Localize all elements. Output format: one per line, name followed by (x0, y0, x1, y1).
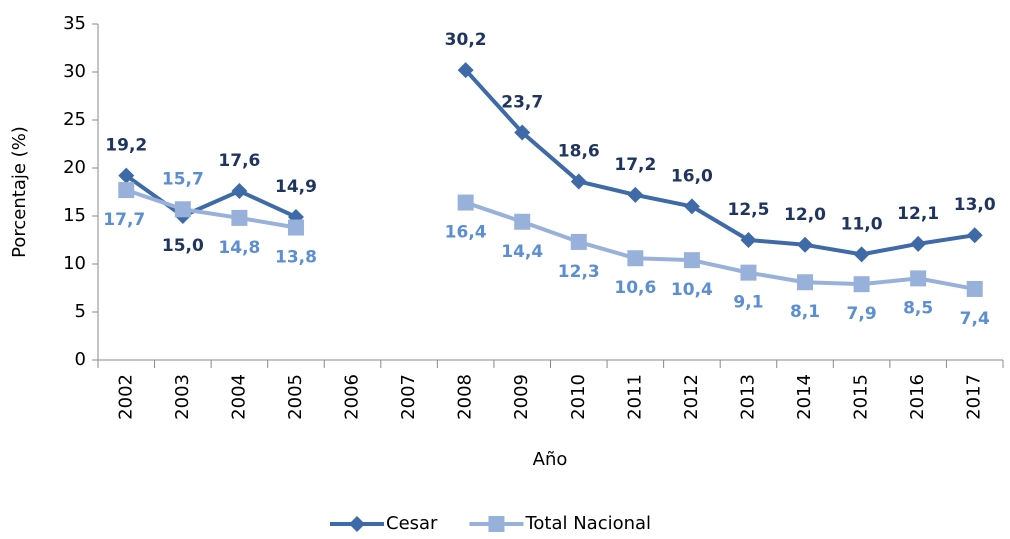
x-axis-title: Año (533, 449, 568, 470)
series-line (125, 188, 976, 291)
value-label: 23,7 (501, 92, 543, 112)
x-tick-label: 2004 (228, 374, 249, 420)
series-marker (853, 246, 870, 263)
x-tick-label: 2005 (285, 374, 306, 420)
value-label: 11,0 (841, 214, 883, 234)
y-tick-label: 30 (63, 61, 86, 82)
value-label: 17,6 (218, 151, 260, 171)
x-tick-label: 2015 (851, 374, 872, 420)
x-tick-label: 2012 (681, 374, 702, 420)
legend-marker (488, 516, 505, 532)
series-marker (627, 250, 644, 267)
series-marker (910, 235, 927, 252)
value-label: 14,9 (275, 177, 317, 197)
y-axis-title: Porcentaje (%) (9, 126, 30, 258)
value-label: 8,5 (903, 298, 933, 318)
x-tick-label: 2006 (342, 374, 363, 420)
legend-marker (349, 516, 365, 532)
series-marker (853, 276, 870, 293)
series-marker (514, 213, 531, 230)
x-tick-label: 2010 (568, 374, 589, 420)
y-tick-label: 20 (63, 157, 86, 178)
value-label: 12,5 (727, 200, 769, 220)
value-label: 12,3 (558, 262, 600, 282)
value-label: 14,8 (218, 238, 260, 258)
value-label: 13,8 (275, 248, 317, 268)
value-label: 15,7 (162, 169, 204, 189)
series-marker (627, 186, 644, 203)
value-label: 15,0 (162, 236, 204, 256)
series-marker (174, 201, 191, 218)
value-label: 12,0 (784, 205, 826, 225)
series-marker (118, 182, 135, 199)
y-tick-label: 25 (63, 109, 86, 130)
value-label: 19,2 (105, 136, 147, 156)
value-label: 8,1 (790, 302, 820, 322)
x-tick-label: 2003 (172, 374, 193, 420)
y-tick-label: 10 (63, 253, 86, 274)
series-marker (287, 219, 304, 236)
series-marker (514, 124, 531, 141)
value-label: 17,7 (103, 210, 145, 230)
series-marker (683, 252, 700, 269)
series-marker (457, 62, 474, 79)
series-marker (797, 236, 814, 253)
value-label: 17,2 (614, 155, 656, 175)
x-tick-label: 2011 (624, 374, 645, 420)
series-marker (570, 233, 587, 250)
x-tick-label: 2009 (511, 374, 532, 420)
value-label: 10,6 (614, 278, 656, 298)
value-label: 7,4 (960, 309, 990, 329)
series-marker (740, 232, 757, 248)
legend-label: Cesar (386, 513, 438, 534)
series-marker (457, 194, 474, 211)
x-tick-label: 2013 (737, 374, 758, 420)
x-tick-label: 2017 (964, 374, 985, 420)
x-tick-label: 2016 (907, 374, 928, 420)
x-tick-label: 2008 (455, 374, 476, 420)
value-label: 9,1 (733, 293, 763, 313)
y-tick-label: 0 (75, 349, 86, 370)
series-marker (740, 264, 757, 281)
legend-label: Total Nacional (524, 513, 651, 534)
value-label: 12,1 (897, 204, 939, 224)
value-label: 13,0 (954, 195, 996, 215)
value-label: 30,2 (445, 30, 487, 50)
series-marker (231, 209, 248, 226)
series-marker (231, 183, 248, 200)
series-line (125, 68, 976, 257)
series-marker (966, 227, 983, 244)
series-marker (118, 167, 135, 184)
series-marker (570, 173, 587, 190)
y-tick-label: 5 (75, 301, 86, 322)
y-tick-label: 15 (63, 205, 86, 226)
value-label: 14,4 (501, 242, 543, 262)
y-tick-label: 35 (63, 13, 86, 34)
x-tick-label: 2014 (794, 374, 815, 420)
value-label: 16,4 (445, 223, 487, 243)
x-tick-label: 2002 (115, 374, 136, 420)
series-marker (797, 274, 814, 291)
value-label: 18,6 (558, 141, 600, 161)
series-marker (966, 280, 983, 297)
value-label: 10,4 (671, 280, 713, 300)
series-marker (683, 198, 700, 215)
series-marker (910, 270, 927, 287)
value-label: 16,0 (671, 166, 713, 186)
value-label: 7,9 (847, 304, 877, 324)
x-tick-label: 2007 (398, 374, 419, 420)
